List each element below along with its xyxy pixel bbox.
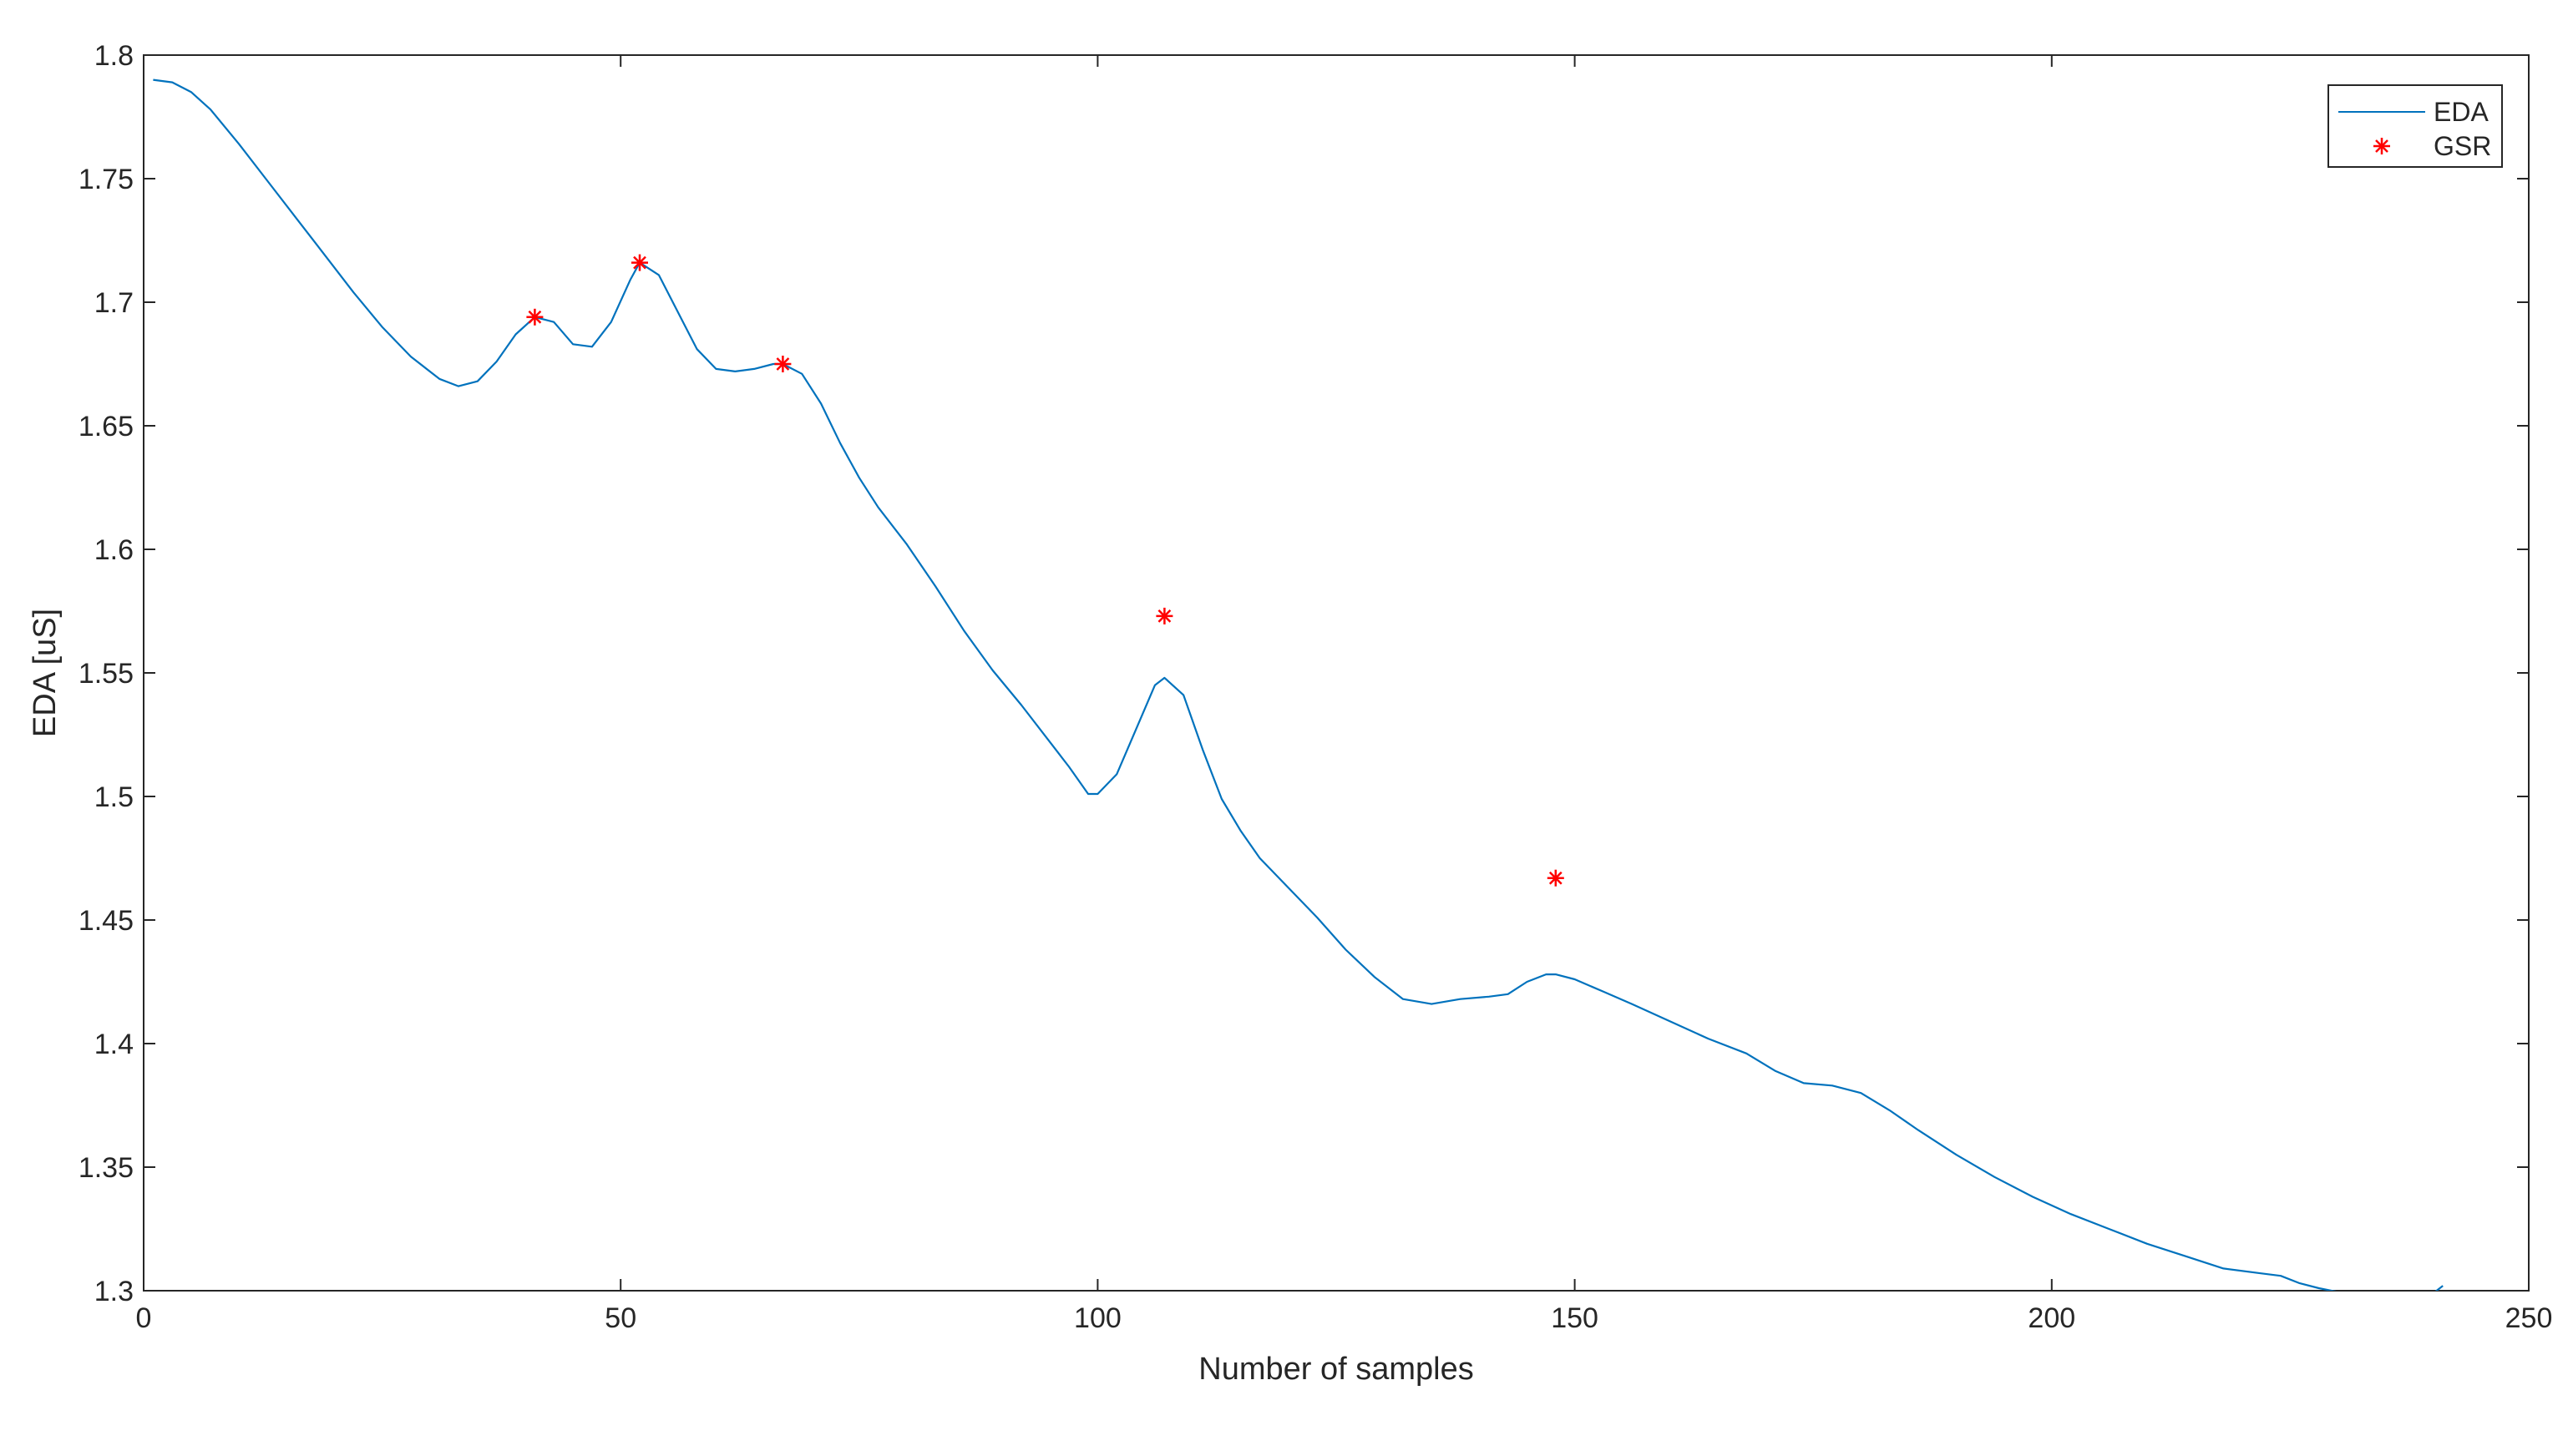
x-tick-labels: 0 50 100 150 200 250 xyxy=(136,1302,2553,1334)
gsr-marker xyxy=(1156,607,1173,624)
y-tick-label: 1.7 xyxy=(94,287,134,319)
y-tick-label: 1.3 xyxy=(94,1276,134,1307)
legend-eda-label: EDA xyxy=(2434,97,2489,127)
y-tick-labels: 1.3 1.35 1.4 1.45 1.5 1.55 1.6 1.65 1.7 1.75 1.8 xyxy=(79,40,134,1307)
series-layer xyxy=(153,78,2444,1291)
gsr-marker xyxy=(631,254,648,271)
y-tick-label: 1.5 xyxy=(94,781,134,813)
y-tick-label: 1.8 xyxy=(94,40,134,72)
x-axis-label: Number of samples xyxy=(1198,1352,1473,1387)
x-tick-label: 250 xyxy=(2505,1302,2553,1334)
gsr-marker xyxy=(1547,869,1564,887)
axis-ticks xyxy=(143,54,2530,1292)
x-tick-label: 0 xyxy=(136,1302,152,1334)
x-tick-label: 100 xyxy=(1074,1302,1122,1334)
y-tick-label: 1.55 xyxy=(79,658,134,690)
legend-gsr-marker xyxy=(2373,138,2390,154)
y-tick-label: 1.6 xyxy=(94,534,134,566)
x-tick-label: 50 xyxy=(605,1302,636,1334)
y-tick-label: 1.35 xyxy=(79,1152,134,1184)
legend-gsr-label: GSR xyxy=(2434,131,2491,161)
legend-box xyxy=(2327,84,2503,168)
eda-series-line xyxy=(153,78,2444,1291)
legend: EDA GSR xyxy=(2327,84,2503,168)
x-tick-label: 200 xyxy=(2028,1302,2075,1334)
y-axis-label: EDA [uS] xyxy=(28,609,63,737)
y-tick-label: 1.4 xyxy=(94,1029,134,1060)
y-tick-label: 1.45 xyxy=(79,905,134,937)
y-tick-label: 1.75 xyxy=(79,164,134,195)
x-tick-label: 150 xyxy=(1551,1302,1598,1334)
gsr-marker xyxy=(526,308,544,326)
gsr-marker xyxy=(774,356,792,372)
plot-area-frame xyxy=(143,54,2530,1292)
y-tick-label: 1.65 xyxy=(79,411,134,442)
